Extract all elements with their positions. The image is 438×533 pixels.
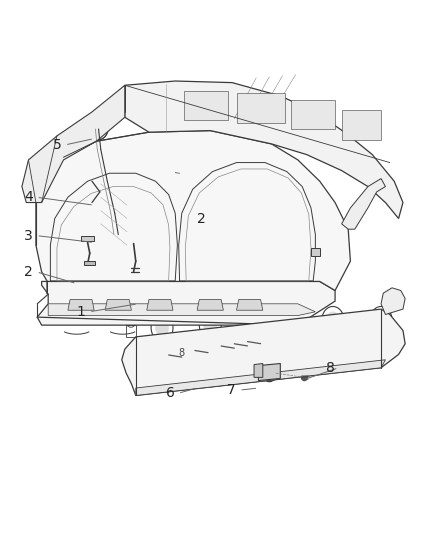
Circle shape [198,215,201,219]
Polygon shape [136,360,385,395]
Polygon shape [105,300,131,310]
Circle shape [374,312,388,328]
Circle shape [108,235,113,240]
Polygon shape [36,131,350,294]
Polygon shape [125,81,403,219]
Circle shape [265,367,274,377]
Polygon shape [381,288,405,314]
Circle shape [301,373,307,381]
Polygon shape [37,281,335,325]
Polygon shape [48,304,315,316]
Polygon shape [81,236,94,241]
Text: 2: 2 [197,212,206,225]
Polygon shape [311,248,320,256]
Polygon shape [147,300,173,310]
Circle shape [82,236,86,241]
Circle shape [122,235,127,240]
Polygon shape [184,91,228,120]
Polygon shape [342,110,381,140]
Circle shape [93,122,104,134]
Text: 5: 5 [53,138,61,152]
Polygon shape [258,364,280,381]
Polygon shape [22,85,125,203]
Text: 4: 4 [24,190,33,204]
Polygon shape [291,100,335,129]
Polygon shape [68,300,94,310]
Circle shape [326,312,339,328]
Circle shape [265,314,278,330]
Polygon shape [84,261,95,265]
Polygon shape [122,309,405,395]
Polygon shape [237,300,263,310]
Polygon shape [254,364,263,377]
Circle shape [89,236,93,241]
Text: 1: 1 [77,305,85,319]
Text: 2: 2 [24,265,33,279]
Text: 3: 3 [24,229,33,243]
Text: 8: 8 [179,348,185,358]
Text: 8: 8 [326,361,335,375]
Polygon shape [237,93,285,123]
Circle shape [115,233,120,238]
Circle shape [155,320,169,336]
Circle shape [204,317,217,333]
Text: 6: 6 [166,386,174,400]
Polygon shape [342,179,385,229]
Text: 7: 7 [227,383,236,397]
Polygon shape [197,300,223,310]
